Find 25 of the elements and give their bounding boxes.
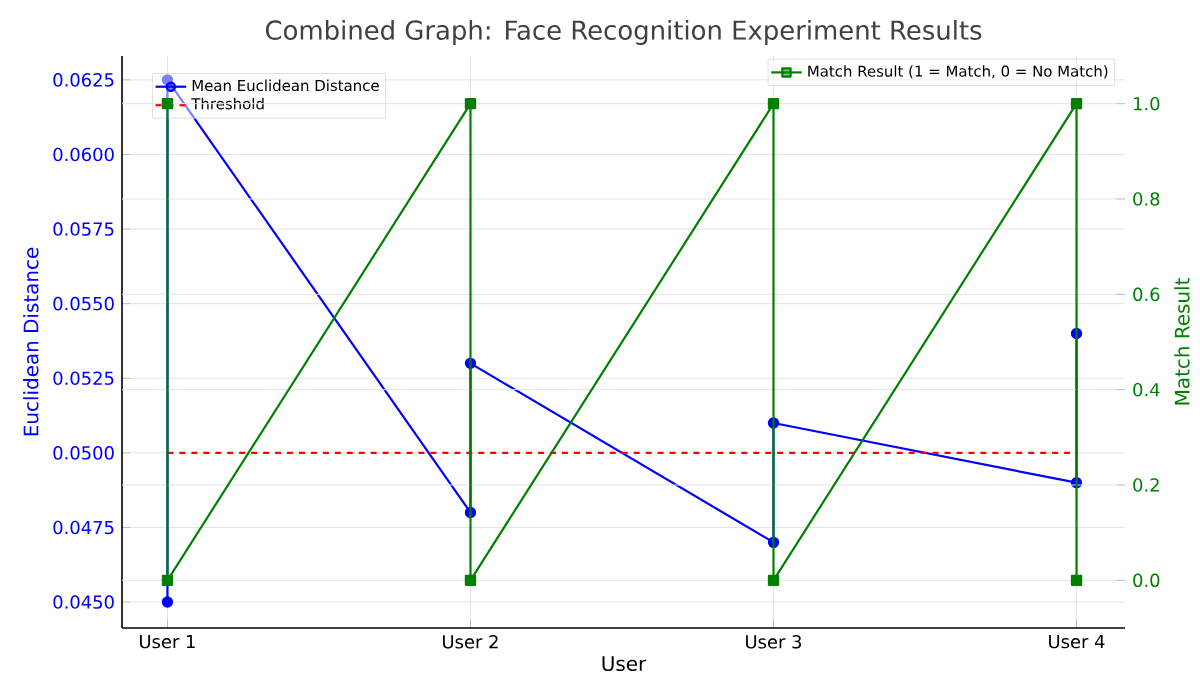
y2-tick-label: 0.4 [1133,382,1160,397]
y-tick-label: 0.0525 [53,371,114,386]
y-tick-label: 0.0450 [53,595,114,609]
legend-label: Mean Euclidean Distance [192,79,379,92]
x-tick-label: User 2 [443,635,498,649]
x-axis-title: User [602,656,647,672]
y-tick-label: 0.0550 [53,296,114,311]
y2-tick-label: 0.8 [1133,192,1160,206]
legend-label: Threshold [191,97,264,110]
y-tick-label: 0.0575 [53,222,114,236]
y2-tick-label: 1.0 [1134,96,1160,111]
y-tick-label: 0.0475 [53,520,114,535]
y2-tick-label: 0.2 [1133,478,1159,492]
x-tick-label: User 3 [746,635,802,649]
chart-title: Combined Graph: Face Recognition Experiment Results [265,19,982,45]
legend-label: Match Result (1 = Match, 0 = No Match) [808,65,1108,79]
x-tick-label: User 1 [140,635,195,649]
y2-axis-title: Match Result [1174,278,1190,405]
x-tick-label: User 4 [1049,635,1105,649]
y2-tick-label: 0.0 [1133,573,1160,588]
y-axis-title: Euclidean Distance [23,247,39,436]
y2-tick-label: 0.6 [1133,287,1160,302]
y-tick-label: 0.0600 [53,147,114,162]
y-tick-label: 0.0500 [53,446,114,460]
y-tick-label: 0.0625 [53,73,114,87]
